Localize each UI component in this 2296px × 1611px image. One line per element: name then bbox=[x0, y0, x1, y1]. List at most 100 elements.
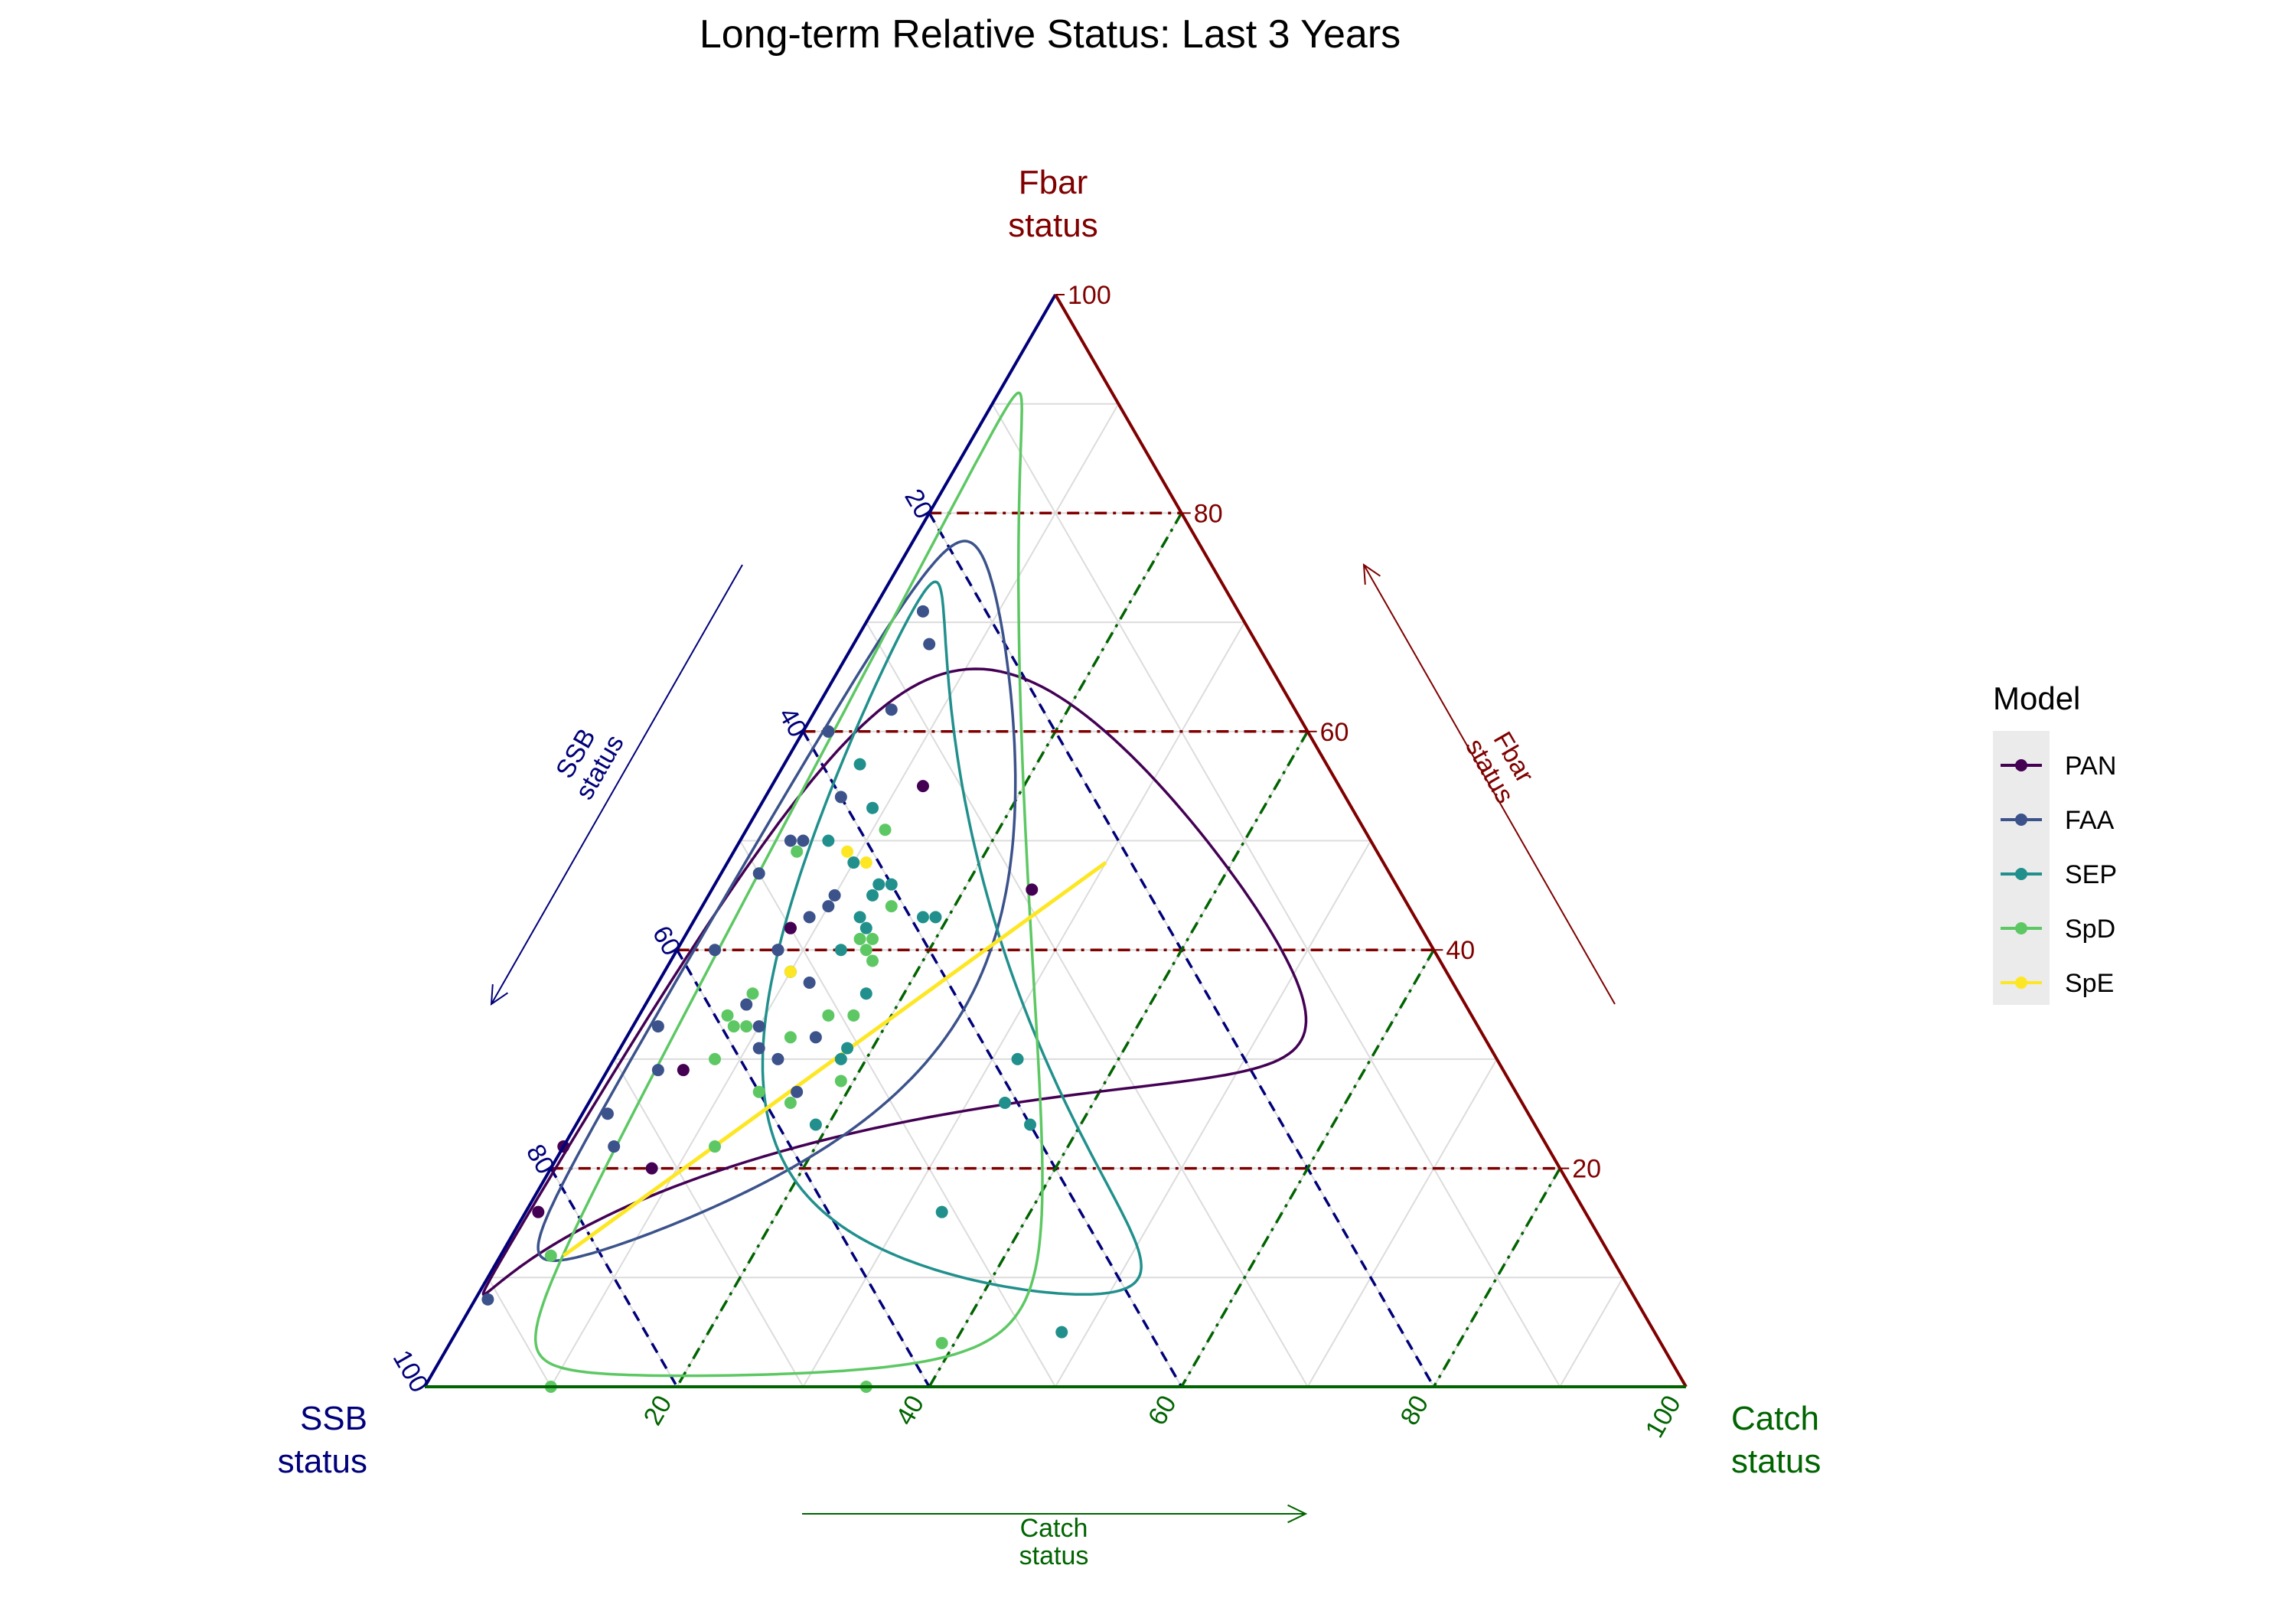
data-point-sep bbox=[847, 856, 860, 869]
legend-label-faa: FAA bbox=[2065, 806, 2115, 835]
data-point-faa bbox=[822, 900, 835, 913]
data-point-sep bbox=[834, 944, 847, 957]
ssb-axis-title-sub: status bbox=[278, 1443, 367, 1480]
catch-tick-label: 60 bbox=[1143, 1391, 1182, 1430]
data-point-spd bbox=[822, 1009, 835, 1022]
data-point-faa bbox=[809, 1031, 822, 1044]
data-point-sep bbox=[834, 1052, 847, 1065]
triangle-frame bbox=[423, 293, 1688, 1388]
legend: Model PAN FAA SEP SpD SpE bbox=[1993, 680, 2117, 1005]
data-point-spd bbox=[727, 1020, 740, 1033]
data-point-spd bbox=[866, 954, 879, 967]
data-point-spe bbox=[859, 856, 872, 869]
data-point-sep bbox=[999, 1096, 1012, 1109]
data-point-faa bbox=[752, 1042, 765, 1055]
data-point-spd bbox=[879, 823, 892, 836]
fbar-tick-label: 40 bbox=[1446, 936, 1475, 965]
confidence-ellipse-spd bbox=[533, 391, 1044, 1378]
data-point-spd bbox=[709, 1052, 722, 1065]
data-point-faa bbox=[923, 638, 936, 651]
data-point-faa bbox=[797, 834, 810, 847]
data-point-spe bbox=[784, 965, 797, 978]
data-point-faa bbox=[834, 791, 847, 804]
data-point-spd bbox=[740, 1020, 753, 1033]
fbar-tick-label: 20 bbox=[1572, 1155, 1601, 1184]
data-point-pan bbox=[532, 1205, 545, 1218]
data-point-faa bbox=[791, 1085, 804, 1098]
catch-axis-title-name: Catch bbox=[1731, 1400, 1819, 1437]
fitted-lines bbox=[562, 861, 1107, 1257]
catch-tick-label: 100 bbox=[1640, 1391, 1687, 1443]
grid-line bbox=[487, 1277, 552, 1388]
data-point-sep bbox=[929, 911, 942, 924]
data-point-sep bbox=[822, 834, 835, 847]
data-point-sep bbox=[1011, 1052, 1024, 1065]
confidence-ellipse-faa bbox=[536, 540, 1017, 1262]
ssb-axis-edge bbox=[423, 293, 1057, 1388]
legend-key-point bbox=[2015, 814, 2027, 826]
data-point-spd bbox=[709, 1140, 722, 1153]
data-point-sep bbox=[859, 987, 872, 1000]
catch-arrow-label: Catch status bbox=[1019, 1514, 1089, 1570]
data-point-faa bbox=[601, 1107, 614, 1120]
ssb-reference-line bbox=[550, 1167, 679, 1388]
ssb-arrow-label: SSBstatus bbox=[546, 716, 629, 805]
data-point-pan bbox=[645, 1162, 658, 1175]
data-point-pan bbox=[677, 1064, 690, 1077]
data-point-sep bbox=[866, 889, 879, 902]
catch-tick-label: 80 bbox=[1395, 1391, 1435, 1430]
data-point-spd bbox=[752, 1085, 765, 1098]
catch-arrow-label-sub: status bbox=[1019, 1541, 1089, 1570]
legend-key-point bbox=[2015, 759, 2027, 771]
data-point-faa bbox=[752, 1020, 765, 1033]
fbar-direction-arrow-head bbox=[1362, 563, 1381, 585]
data-point-faa bbox=[651, 1064, 664, 1077]
ssb-reference-line bbox=[676, 949, 931, 1388]
ssb-direction-arrow bbox=[491, 564, 743, 1005]
catch-direction-arrow-head bbox=[1287, 1504, 1308, 1524]
data-point-spd bbox=[853, 932, 866, 945]
data-point-faa bbox=[828, 889, 841, 902]
data-point-sep bbox=[885, 878, 898, 891]
grid-line bbox=[1433, 1168, 1561, 1388]
data-point-faa bbox=[771, 1052, 784, 1065]
grid-line bbox=[865, 621, 1309, 1388]
chart-title: Long-term Relative Status: Last 3 Years bbox=[700, 12, 1401, 57]
data-point-faa bbox=[709, 944, 722, 957]
data-point-pan bbox=[784, 921, 797, 934]
data-point-faa bbox=[803, 977, 816, 990]
ssb-direction-arrow-head bbox=[490, 983, 509, 1006]
fbar-tick-label: 100 bbox=[1068, 281, 1111, 310]
direction-arrows: SSBstatus Fbarstatus Catch status bbox=[490, 563, 1616, 1570]
fbar-axis-title: Fbar status bbox=[1008, 164, 1097, 244]
data-point-spd bbox=[866, 932, 879, 945]
ssb-reference-line bbox=[801, 730, 1183, 1388]
data-point-spd bbox=[784, 1096, 797, 1109]
data-point-sep bbox=[872, 878, 885, 891]
legend-label-sep: SEP bbox=[2065, 860, 2117, 889]
confidence-ellipse-sep bbox=[761, 580, 1143, 1296]
catch-reference-line bbox=[1180, 949, 1435, 1388]
catch-tick-label: 20 bbox=[638, 1391, 678, 1430]
fitted-line-spe bbox=[562, 861, 1107, 1257]
catch-axis-title: Catch status bbox=[1731, 1400, 1821, 1480]
data-point-sep bbox=[1055, 1326, 1068, 1339]
data-point-sep bbox=[853, 911, 866, 924]
grid-line bbox=[739, 840, 1056, 1388]
data-point-spd bbox=[746, 987, 759, 1000]
data-point-sep bbox=[809, 1118, 822, 1131]
data-point-sep bbox=[866, 801, 879, 814]
data-point-spd bbox=[859, 944, 872, 957]
grid-line bbox=[613, 1058, 804, 1388]
data-point-faa bbox=[608, 1140, 621, 1153]
data-point-sep bbox=[859, 921, 872, 934]
grid-line bbox=[1055, 840, 1371, 1388]
catch-reference-line bbox=[928, 730, 1309, 1388]
data-point-faa bbox=[740, 998, 753, 1011]
grid-line bbox=[1559, 1277, 1624, 1388]
catch-tick-label: 40 bbox=[890, 1391, 930, 1430]
data-point-sep bbox=[916, 911, 929, 924]
ssb-tick-label: 100 bbox=[387, 1345, 434, 1397]
